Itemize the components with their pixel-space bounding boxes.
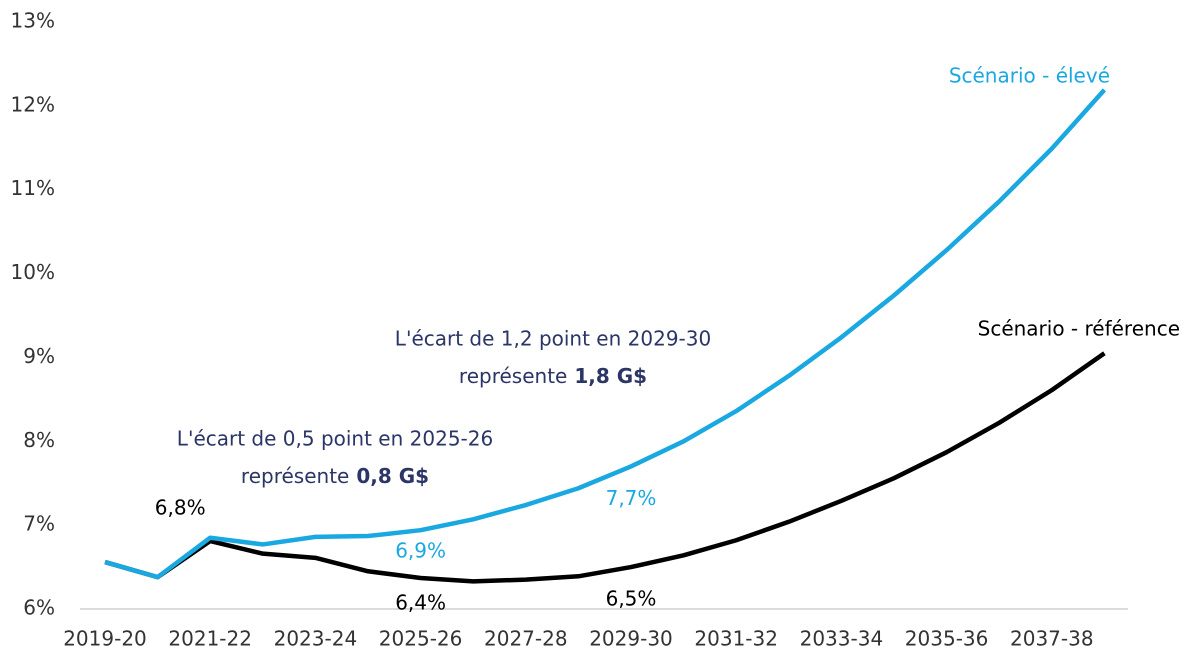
annotation: L'écart de 1,2 point en 2029-30 xyxy=(395,327,711,351)
y-tick-label: 10% xyxy=(11,260,55,284)
legend-label: Scénario - élevé xyxy=(949,64,1110,88)
annotation: L'écart de 0,5 point en 2025-26 xyxy=(177,427,493,451)
line-series xyxy=(104,88,1107,580)
annotation: représente 1,8 G$ xyxy=(459,364,647,388)
x-tick-label: 2033-34 xyxy=(800,627,884,651)
annotation-text: représente xyxy=(459,364,567,388)
data-label: 6,5% xyxy=(606,587,657,611)
data-label: 6,9% xyxy=(395,539,446,563)
x-tick-label: 2027-28 xyxy=(484,627,568,651)
y-tick-label: 12% xyxy=(11,92,55,116)
data-label: 6,4% xyxy=(395,590,446,614)
annotation-bold: 1,8 G$ xyxy=(574,364,647,388)
legend-label: Scénario - référence xyxy=(978,317,1180,341)
annotation-text: représente xyxy=(241,464,349,488)
x-tick-label: 2037-38 xyxy=(1010,627,1094,651)
x-tick-label: 2023-24 xyxy=(274,627,358,651)
y-tick-label: 9% xyxy=(23,344,55,368)
x-tick-label: 2031-32 xyxy=(694,627,778,651)
y-tick-label: 11% xyxy=(11,176,55,200)
x-tick-label: 2021-22 xyxy=(168,627,252,651)
line-series xyxy=(104,351,1106,584)
data-label: 6,8% xyxy=(155,496,206,520)
x-tick-label: 2025-26 xyxy=(379,627,463,651)
y-tick-label: 8% xyxy=(23,428,55,452)
y-tick-label: 13% xyxy=(11,9,55,33)
x-tick-label: 2019-20 xyxy=(63,627,147,651)
data-label: 7,7% xyxy=(606,486,657,510)
y-tick-label: 6% xyxy=(23,596,55,620)
annotation-bold: 0,8 G$ xyxy=(356,464,429,488)
x-tick-label: 2029-30 xyxy=(589,627,673,651)
y-tick-label: 7% xyxy=(23,512,55,536)
annotation: représente 0,8 G$ xyxy=(241,464,429,488)
x-tick-label: 2035-36 xyxy=(905,627,989,651)
